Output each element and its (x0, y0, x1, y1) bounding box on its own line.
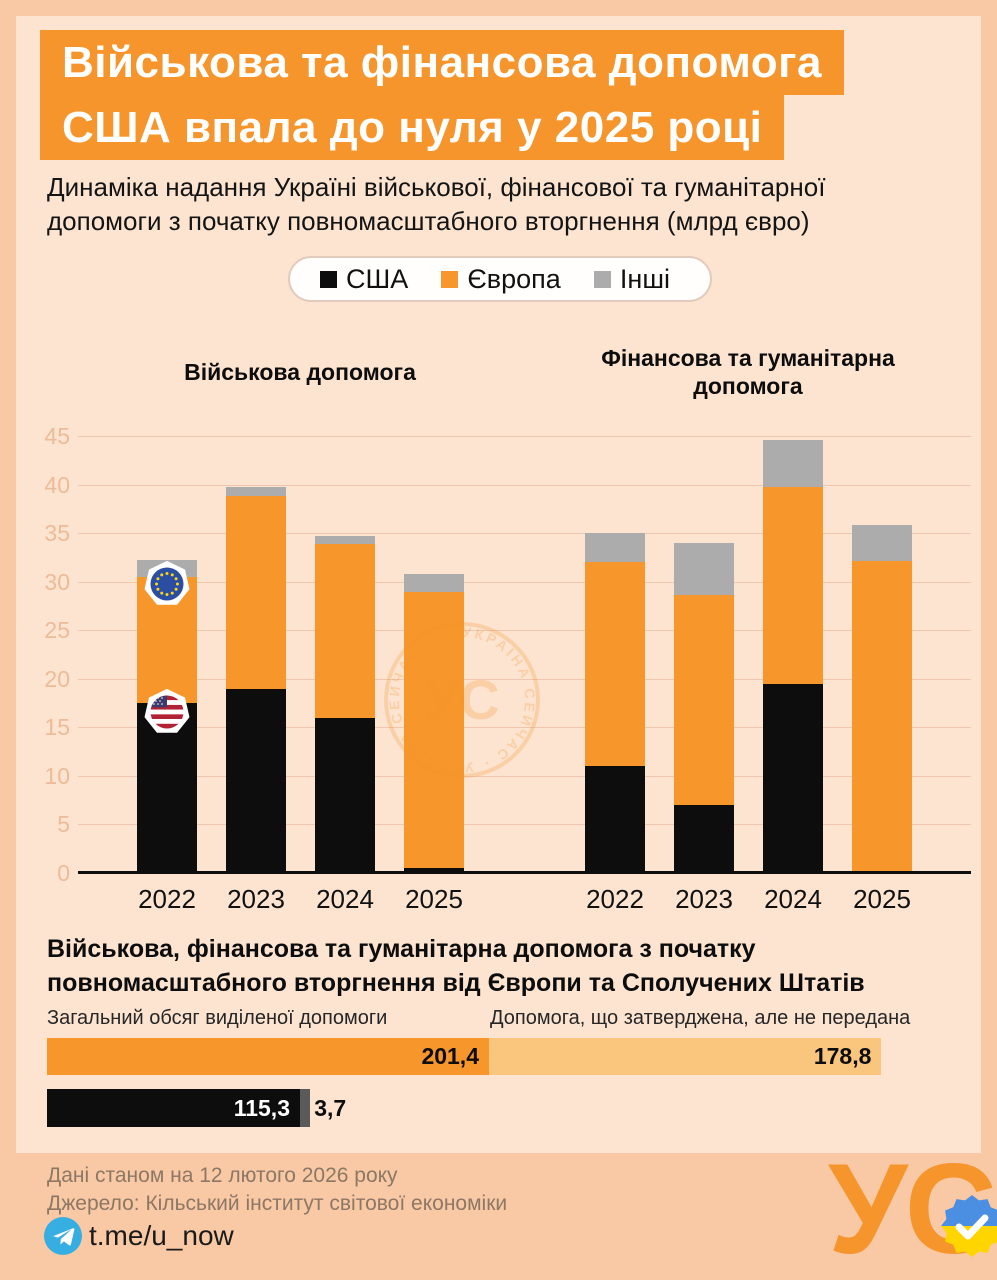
bar-фінансова-2025 (852, 525, 912, 873)
segment-Інші (852, 525, 912, 562)
legend-label-1: Європа (467, 263, 561, 294)
segment-Європа (404, 592, 464, 869)
hbar-row1-segment1 (300, 1089, 311, 1127)
approved-not-delivered-label: Допомога, що затверджена, але не передан… (490, 1007, 911, 1029)
page-subtitle: Динаміка надання Україні військової, фін… (47, 170, 825, 238)
legend-item-1: Європа (441, 263, 561, 295)
segment-Інші (315, 536, 375, 544)
segment-Європа (315, 543, 375, 718)
gridline-40 (78, 485, 971, 486)
hbar-value-label: 115,3 (233, 1094, 290, 1121)
gridline-35 (78, 533, 971, 534)
segment-Європа (852, 561, 912, 873)
y-axis-tick-0: 0 (57, 860, 70, 886)
gridline-20 (78, 679, 971, 680)
y-axis-tick-30: 30 (44, 569, 70, 595)
segment-Інші (674, 542, 734, 596)
footer-notes: Дані станом на 12 лютого 2026 року Джере… (47, 1162, 507, 1218)
page-title-line1: Військова та фінансова допомога (40, 30, 844, 95)
x-axis-label-2022: 2022 (586, 884, 644, 914)
gridline-30 (78, 582, 971, 583)
legend-item-0: США (320, 264, 408, 295)
x-axis-label-2024: 2024 (764, 884, 822, 914)
gridline-5 (78, 824, 971, 825)
segment-Європа (585, 562, 645, 767)
telegram-link[interactable]: t.me/u_now (44, 1217, 234, 1255)
y-axis-tick-25: 25 (44, 617, 70, 643)
bar-фінансова-2023 (674, 542, 734, 873)
segment-Європа (763, 486, 823, 684)
bar-фінансова-2024 (763, 439, 823, 873)
y-axis-tick-10: 10 (44, 763, 70, 789)
x-axis-label-2025: 2025 (405, 884, 463, 914)
legend-label-2: Інші (619, 263, 670, 294)
x-axis-label-2023: 2023 (227, 884, 285, 914)
eu-flag-badge (144, 561, 190, 605)
legend-swatch-0 (320, 270, 337, 288)
y-axis-tick-40: 40 (44, 472, 70, 498)
hbar-row0-segment0: 201,4 (47, 1038, 489, 1075)
segment-Європа (226, 496, 286, 689)
page-title: Військова та фінансова допомога США впал… (40, 30, 844, 160)
x-axis-line (78, 871, 971, 874)
segment-Інші (763, 439, 823, 487)
telegram-handle[interactable]: t.me/u_now (89, 1220, 234, 1251)
y-axis-tick-35: 35 (44, 520, 70, 546)
verified-badge-icon (941, 1195, 997, 1257)
bar-військова-2025 (404, 573, 464, 873)
legend-swatch-2 (593, 270, 611, 288)
segment-США (674, 805, 734, 873)
bar-військова-2024 (315, 536, 375, 873)
us-flag-badge (144, 689, 190, 733)
telegram-icon (44, 1217, 82, 1255)
segment-США (226, 688, 286, 873)
legend-item-2: Інші (593, 263, 670, 295)
hbar-row1-segment0: 115,3 (47, 1089, 300, 1127)
segment-США (763, 683, 823, 873)
x-axis-label-2024: 2024 (316, 884, 374, 914)
segment-США (315, 717, 375, 873)
segment-Інші (404, 573, 464, 593)
legend-label-0: США (346, 263, 409, 294)
military-chart-title: Військова допомога (184, 359, 416, 385)
hbar-row0-segment1: 178,8 (489, 1038, 882, 1075)
segment-Інші (585, 533, 645, 563)
gridline-15 (78, 727, 971, 728)
bar-військова-2023 (226, 486, 286, 873)
section-heading-line2: повномасштабного вторгнення від Європи т… (47, 969, 865, 997)
segment-США (404, 868, 464, 873)
y-axis-tick-20: 20 (44, 666, 70, 692)
source-note: Джерело: Кільський інститут світової еко… (47, 1192, 508, 1215)
segment-США (585, 766, 645, 873)
page-title-line2: США впала до нуля у 2025 році (40, 95, 785, 160)
x-axis-label-2022: 2022 (138, 884, 196, 914)
y-axis-tick-45: 45 (44, 423, 70, 449)
page-subtitle-line2: допомоги з початку повномасштабного втор… (47, 206, 810, 236)
segment-Європа (674, 595, 734, 805)
section-heading: Військова, фінансова та гуманітарна допо… (47, 932, 865, 1000)
segment-Інші (226, 486, 286, 497)
section-heading-line1: Військова, фінансова та гуманітарна допо… (47, 935, 756, 963)
legend-swatch-1 (441, 270, 459, 288)
gridline-10 (78, 776, 971, 777)
allocated-aid-label: Загальний обсяг виділеної допомоги (47, 1007, 388, 1029)
chart-legend: США Європа Інші (288, 256, 712, 302)
data-date-note: Дані станом на 12 лютого 2026 року (47, 1164, 398, 1187)
y-axis-tick-5: 5 (57, 811, 70, 837)
gridline-25 (78, 630, 971, 631)
page-subtitle-line1: Динаміка надання Україні військової, фін… (47, 172, 826, 202)
gridline-45 (78, 436, 971, 437)
hbar-value-label-outside: 3,7 (314, 1094, 347, 1121)
x-axis-label-2025: 2025 (853, 884, 911, 914)
y-axis-tick-15: 15 (44, 714, 70, 740)
hbar-value-label: 178,8 (813, 1043, 872, 1069)
x-axis-label-2023: 2023 (675, 884, 733, 914)
bar-фінансова-2022 (585, 533, 645, 873)
hbar-value-label: 201,4 (421, 1043, 479, 1069)
financial-chart-title: Фінансова та гуманітарна допомога (601, 345, 895, 399)
